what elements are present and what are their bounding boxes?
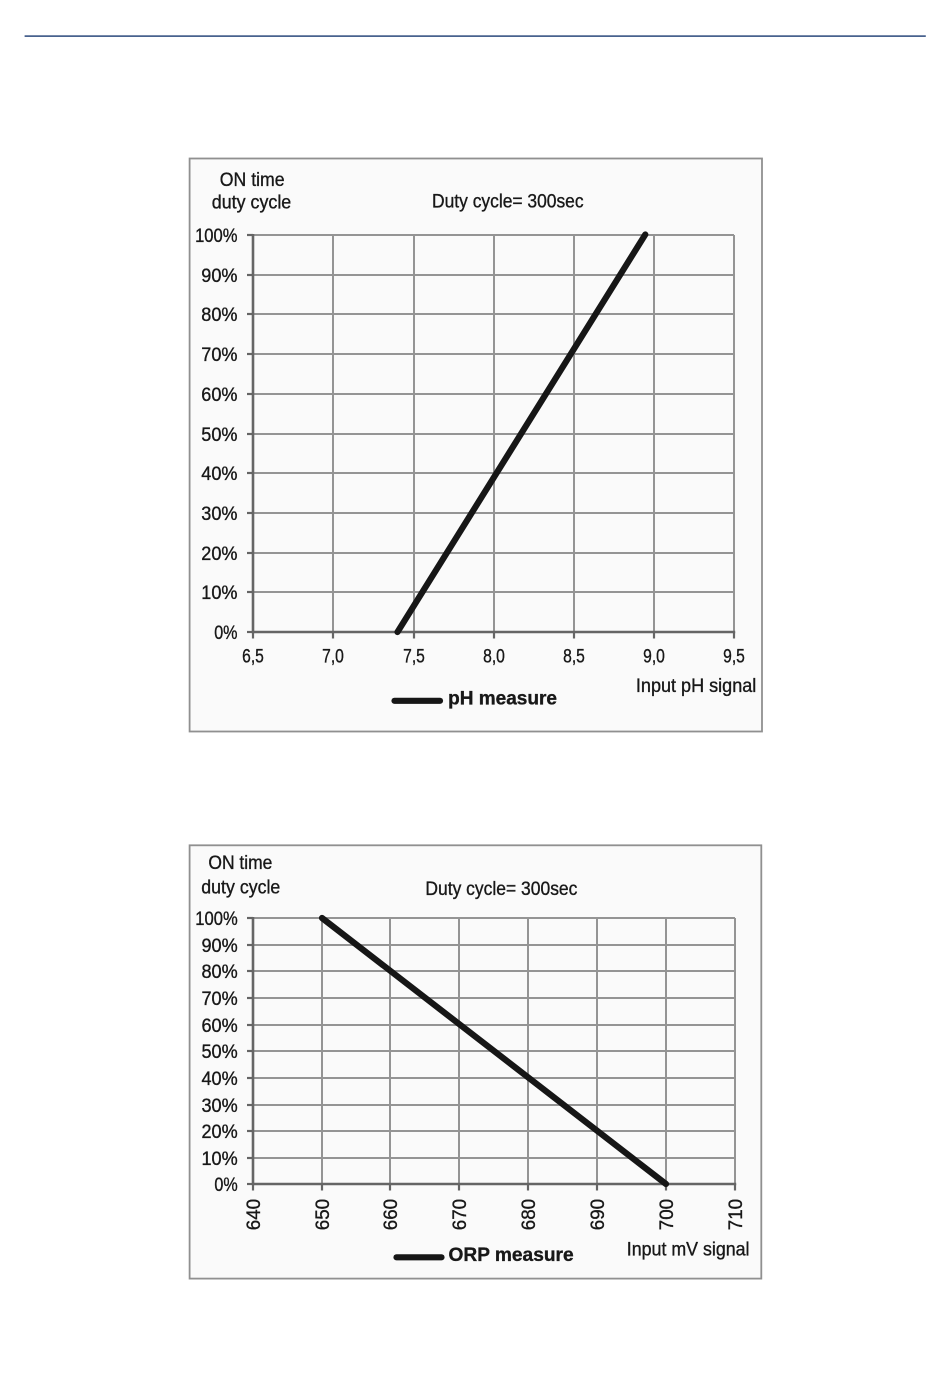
svg-text:0%: 0% — [214, 1175, 237, 1196]
svg-text:660: 660 — [381, 1199, 402, 1230]
svg-text:0%: 0% — [214, 623, 237, 644]
svg-text:10%: 10% — [202, 1149, 238, 1170]
svg-text:7,5: 7,5 — [403, 647, 425, 668]
svg-text:8,5: 8,5 — [563, 647, 585, 668]
svg-text:100%: 100% — [195, 226, 237, 247]
svg-text:Input mV signal: Input mV signal — [627, 1239, 750, 1260]
svg-text:50%: 50% — [202, 1042, 238, 1063]
svg-text:100%: 100% — [195, 909, 237, 930]
svg-text:6,5: 6,5 — [242, 647, 264, 668]
svg-text:8,0: 8,0 — [483, 647, 505, 668]
svg-text:70%: 70% — [201, 345, 237, 366]
svg-text:ORP measure: ORP measure — [449, 1244, 574, 1266]
svg-text:80%: 80% — [202, 962, 238, 983]
svg-text:9,0: 9,0 — [643, 647, 665, 668]
svg-text:9,5: 9,5 — [723, 647, 745, 668]
svg-text:20%: 20% — [201, 544, 237, 565]
svg-text:duty cycle: duty cycle — [201, 877, 280, 898]
svg-text:10%: 10% — [201, 583, 237, 604]
svg-text:700: 700 — [657, 1199, 678, 1230]
svg-text:680: 680 — [519, 1199, 540, 1230]
svg-text:Duty cycle= 300sec: Duty cycle= 300sec — [432, 191, 584, 212]
svg-text:80%: 80% — [201, 305, 237, 326]
svg-text:ON time: ON time — [220, 170, 285, 191]
svg-text:40%: 40% — [202, 1069, 238, 1090]
svg-text:50%: 50% — [201, 425, 237, 446]
svg-text:ON time: ON time — [208, 853, 272, 874]
svg-text:20%: 20% — [202, 1122, 238, 1143]
svg-text:90%: 90% — [202, 936, 238, 957]
svg-text:pH measure: pH measure — [448, 687, 557, 709]
svg-text:duty cycle: duty cycle — [212, 193, 292, 214]
svg-text:650: 650 — [313, 1199, 334, 1230]
svg-text:60%: 60% — [202, 1016, 238, 1037]
svg-text:40%: 40% — [201, 464, 237, 485]
svg-text:670: 670 — [450, 1199, 471, 1230]
svg-text:7,0: 7,0 — [322, 647, 344, 668]
svg-text:30%: 30% — [202, 1096, 238, 1117]
svg-text:Input pH signal: Input pH signal — [636, 676, 756, 697]
svg-text:60%: 60% — [201, 385, 237, 406]
svg-text:640: 640 — [244, 1199, 265, 1230]
svg-text:30%: 30% — [201, 504, 237, 525]
svg-text:710: 710 — [726, 1199, 747, 1230]
svg-text:Duty cycle= 300sec: Duty cycle= 300sec — [425, 879, 577, 900]
svg-text:90%: 90% — [201, 266, 237, 287]
svg-text:690: 690 — [588, 1199, 609, 1230]
svg-text:70%: 70% — [202, 989, 238, 1010]
